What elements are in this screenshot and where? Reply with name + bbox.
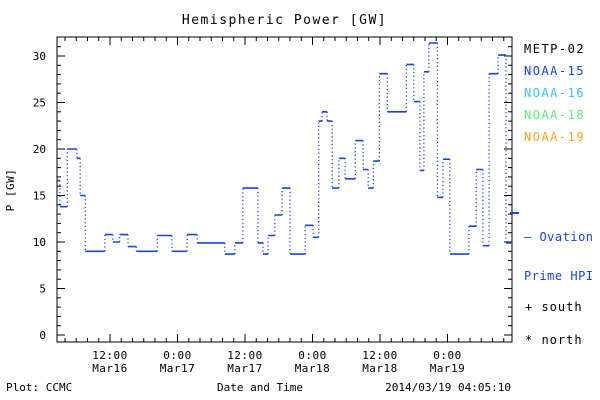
legend-item-noaa-16: NOAA-16 bbox=[524, 86, 586, 100]
x-tick-date-label: Mar16 bbox=[92, 362, 128, 375]
ovation-hpi-note-line1: – Ovation bbox=[524, 230, 594, 244]
chart-title: Hemispheric Power [GW] bbox=[181, 13, 388, 28]
y-tick-label: 15 bbox=[33, 190, 46, 203]
hpi-step-line bbox=[57, 42, 512, 255]
x-tick-time-label: 12:00 bbox=[227, 349, 263, 362]
north-marker-label: * north bbox=[525, 333, 583, 347]
y-tick-label: 10 bbox=[33, 236, 46, 249]
y-tick-label: 25 bbox=[33, 97, 46, 110]
y-tick-label: 30 bbox=[33, 50, 46, 63]
x-tick-date-label: Mar18 bbox=[362, 362, 398, 375]
plot-frame bbox=[56, 36, 513, 343]
x-tick-time-label: 0:00 bbox=[298, 349, 327, 362]
x-tick-time-label: 12:00 bbox=[362, 349, 398, 362]
legend-item-noaa-19: NOAA-19 bbox=[524, 130, 586, 144]
x-tick-date-label: Mar18 bbox=[295, 362, 331, 375]
x-tick-date-label: Mar19 bbox=[430, 362, 466, 375]
y-tick-label: 20 bbox=[33, 143, 46, 156]
y-tick-label: 5 bbox=[39, 283, 46, 296]
y-tick-label: 0 bbox=[39, 329, 46, 342]
plot-source-label: Plot: CCMC bbox=[6, 381, 73, 394]
x-tick-time-label: 0:00 bbox=[163, 349, 192, 362]
x-tick-time-label: 12:00 bbox=[92, 349, 128, 362]
y-axis-title: P [GW] bbox=[4, 169, 17, 212]
x-axis-title: Date and Time bbox=[216, 381, 304, 394]
x-tick-date-label: Mar17 bbox=[160, 362, 196, 375]
plot-timestamp: 2014/03/19 04:05:10 bbox=[385, 381, 511, 394]
ovation-hpi-note-line2: Prime HPI bbox=[524, 269, 594, 283]
ovation-hpi-note: – Ovation Prime HPI bbox=[524, 205, 594, 309]
legend-item-noaa-15: NOAA-15 bbox=[524, 64, 586, 78]
hpi-step-verticals bbox=[59, 43, 507, 255]
satellite-legend: METP-02 NOAA-15 NOAA-16 NOAA-18 NOAA-19 bbox=[524, 42, 585, 152]
legend-item-metp-02: METP-02 bbox=[524, 42, 586, 56]
legend-item-noaa-18: NOAA-18 bbox=[524, 108, 586, 122]
south-marker-label: + south bbox=[525, 300, 583, 314]
hpi-dash-marker bbox=[510, 212, 519, 214]
x-tick-time-label: 0:00 bbox=[433, 349, 462, 362]
x-tick-date-label: Mar17 bbox=[227, 362, 263, 375]
